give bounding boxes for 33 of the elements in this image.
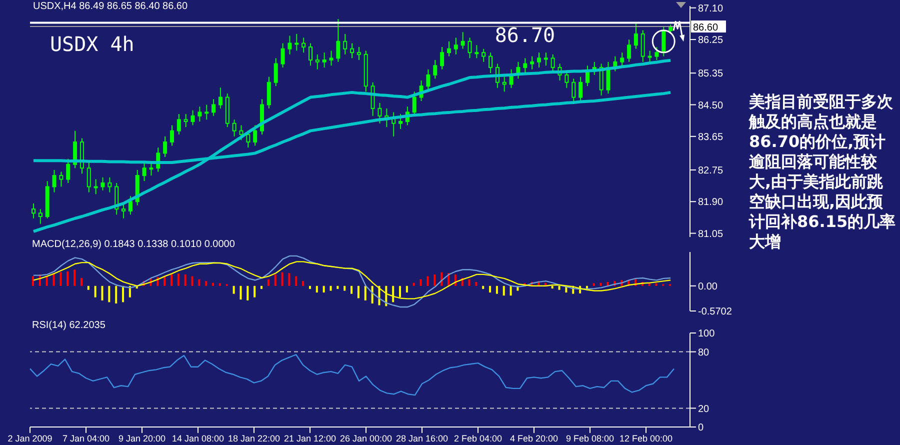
x-tick-label: 9 Feb 08:00 bbox=[566, 433, 614, 444]
text: 美指目前受阻于多次触及的高点也就是86.70的价位,预计逾阻回落可能性较大,由于美指此前跳空缺口出现,因此预计回补86.15的几率大增 bbox=[749, 92, 897, 252]
ref-line-label: 86.70 bbox=[494, 22, 556, 47]
y-tick-label: 20 bbox=[698, 404, 710, 415]
y-tick-label: 81.90 bbox=[698, 197, 724, 208]
x-tick-label: 14 Jan 08:00 bbox=[172, 433, 224, 444]
x-tick-label: 26 Jan 00:00 bbox=[340, 433, 392, 444]
y-tick-label: 100 bbox=[698, 328, 716, 340]
y-tick-label: 85.35 bbox=[698, 68, 724, 80]
ref-line-label: 86.60 bbox=[693, 22, 718, 34]
x-tick-label: 4 Feb 20:00 bbox=[510, 433, 558, 444]
chart-title: RSI(14) 62.2035 bbox=[32, 320, 106, 331]
x-tick-label: 21 Jan 12:00 bbox=[284, 433, 336, 444]
y-tick-label: 82.75 bbox=[698, 165, 724, 176]
y-tick-label: 0 bbox=[698, 422, 704, 434]
text: USDX 4h bbox=[50, 32, 134, 56]
y-tick-label: 81.05 bbox=[698, 228, 724, 240]
chart-title: MACD(12,26,9) 0.1843 0.1338 0.1010 0.0000 bbox=[32, 239, 235, 250]
y-tick-label: -0.5702 bbox=[698, 306, 732, 318]
y-tick-label: 86.25 bbox=[698, 35, 724, 46]
chart-subtitle: USDX,H4 86.49 86.65 86.40 86.60 bbox=[33, 1, 188, 12]
x-tick-label: 2 Feb 04:00 bbox=[454, 433, 502, 444]
x-tick-label: 12 Feb 00:00 bbox=[619, 433, 673, 444]
y-tick-label: 84.50 bbox=[698, 100, 724, 112]
y-tick-label: 83.65 bbox=[698, 132, 724, 143]
y-tick-label: 80 bbox=[698, 347, 710, 358]
x-tick-label: 7 Jan 04:00 bbox=[62, 433, 110, 444]
y-tick-label: 87.10 bbox=[698, 3, 724, 14]
x-tick-label: 28 Jan 16:00 bbox=[396, 433, 448, 444]
x-tick-label: 2 Jan 2009 bbox=[8, 433, 52, 444]
y-tick-label: 0.00 bbox=[698, 281, 718, 292]
x-tick-label: 18 Jan 22:00 bbox=[228, 433, 280, 444]
x-tick-label: 9 Jan 20:00 bbox=[118, 433, 166, 444]
